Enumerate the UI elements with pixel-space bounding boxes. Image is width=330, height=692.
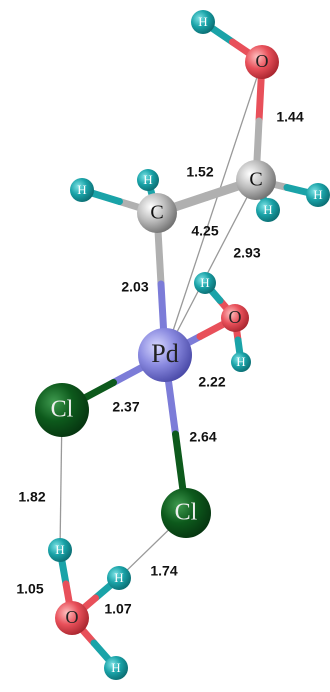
atom-label: C	[150, 202, 163, 224]
atom-label: H	[77, 182, 86, 197]
bond-length: 2.37	[112, 399, 139, 415]
bond-length: 2.22	[198, 374, 225, 390]
bond-length: 1.74	[150, 563, 177, 579]
molecule-diagram: HOCHHCHHHOHPdClClHHOH 1.441.524.252.932.…	[0, 0, 330, 692]
bond-length: 1.05	[16, 581, 43, 597]
atom-label: H	[111, 660, 120, 675]
bond-length: 1.52	[186, 164, 213, 180]
atom-label: O	[66, 607, 79, 627]
atom-label: H	[114, 570, 123, 585]
atom-label: Cl	[175, 500, 198, 526]
atom-label: H	[263, 202, 272, 217]
bond-length: 2.03	[121, 279, 148, 295]
atom-label: H	[55, 542, 64, 557]
atom-label: Pd	[151, 339, 178, 368]
bond-length: 2.64	[189, 429, 216, 445]
atom-label: O	[229, 307, 242, 327]
atom-label: C	[249, 169, 262, 191]
atom-label: H	[313, 187, 322, 202]
bond-length: 1.82	[18, 489, 45, 505]
atom-label: H	[143, 172, 152, 187]
atom-label: Cl	[51, 397, 74, 423]
atom-label: H	[200, 275, 209, 290]
atom-label: H	[236, 354, 245, 369]
atom-label: H	[198, 14, 207, 29]
atom-label: O	[256, 51, 269, 71]
bond-length: 2.93	[233, 245, 260, 261]
bond-length: 4.25	[191, 223, 218, 239]
bond-length: 1.44	[276, 109, 303, 125]
bond-length: 1.07	[104, 601, 131, 617]
